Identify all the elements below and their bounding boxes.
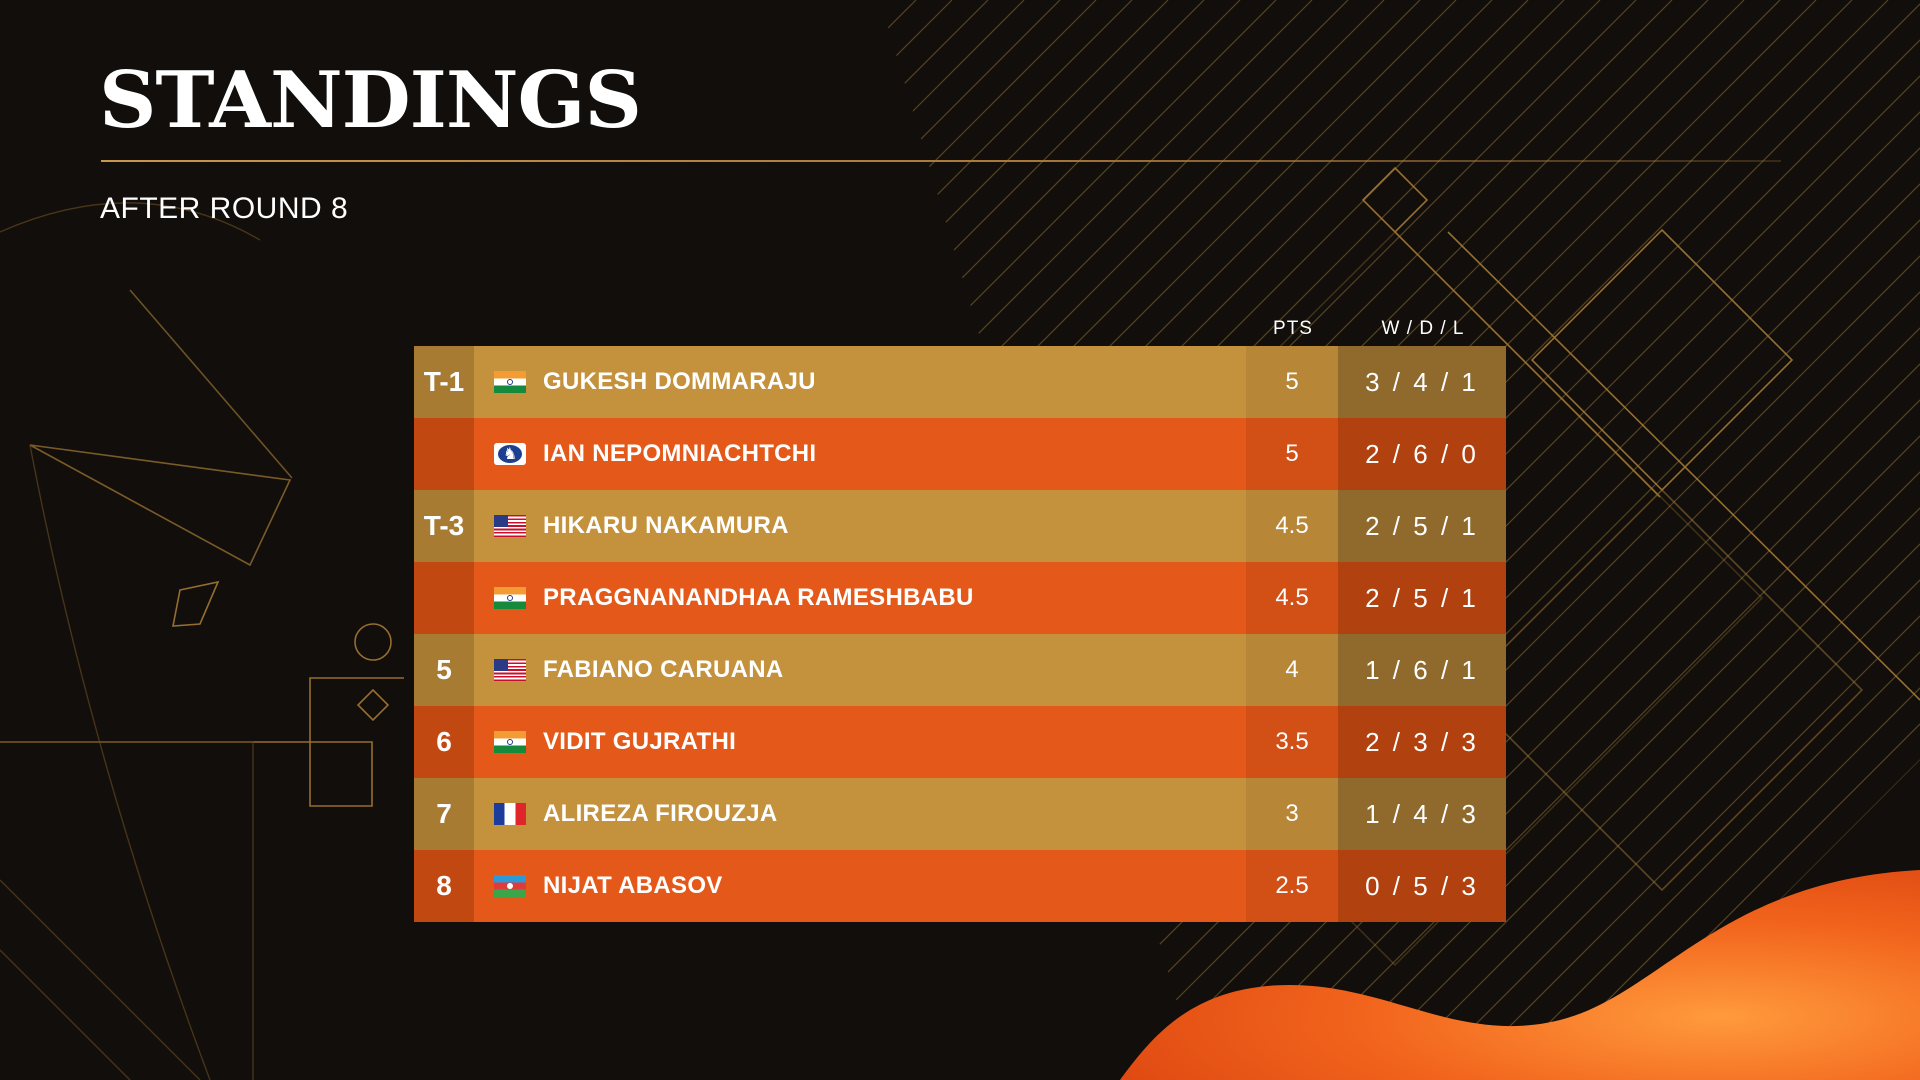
player-name: PRAGGNANANDHAA RAMESHBABU — [543, 584, 974, 611]
wdl-cell: 2 / 5 / 1 — [1338, 490, 1506, 562]
player-name: VIDIT GUJRATHI — [543, 728, 737, 755]
points-cell: 3.5 — [1246, 706, 1338, 778]
table-row: PRAGGNANANDHAA RAMESHBABU 4.5 2 / 5 / 1 — [414, 562, 1506, 634]
points-cell: 4.5 — [1246, 562, 1338, 634]
points-cell: 5 — [1246, 418, 1338, 490]
table-row: IAN NEPOMNIACHTCHI 5 2 / 6 / 0 — [414, 418, 1506, 490]
decorative-hatch-line — [1543, 0, 1920, 1080]
page-subtitle: AFTER ROUND 8 — [100, 192, 349, 225]
india-flag-icon — [494, 587, 526, 609]
decorative-hatch-line — [880, 0, 1385, 1080]
wdl-cell: 2 / 5 / 1 — [1338, 562, 1506, 634]
wdl-cell: 3 / 4 / 1 — [1338, 346, 1506, 418]
title-divider — [101, 160, 1781, 162]
india-flag-icon — [494, 731, 526, 753]
standings-table: T-1 GUKESH DOMMARAJU 5 3 / 4 / 1 IAN NEP… — [414, 346, 1506, 922]
wdl-cell: 2 / 3 / 3 — [1338, 706, 1506, 778]
player-name: GUKESH DOMMARAJU — [543, 368, 816, 395]
usa-flag-icon — [494, 659, 526, 681]
india-flag-icon — [494, 371, 526, 393]
wdl-cell: 1 / 6 / 1 — [1338, 634, 1506, 706]
rank-cell: 7 — [414, 778, 474, 850]
wdl-cell: 1 / 4 / 3 — [1338, 778, 1506, 850]
decorative-hatch-line — [1327, 0, 1920, 1080]
points-cell: 3 — [1246, 778, 1338, 850]
azerbaijan-flag-icon — [494, 875, 526, 897]
fide-flag-icon — [494, 443, 526, 465]
table-row: 8 NIJAT ABASOV 2.5 0 / 5 / 3 — [414, 850, 1506, 922]
rank-cell: 8 — [414, 850, 474, 922]
rank-cell — [414, 418, 474, 490]
decorative-hatch-line — [1363, 0, 1920, 1080]
player-name: NIJAT ABASOV — [543, 872, 723, 899]
wdl-cell: 2 / 6 / 0 — [1338, 418, 1506, 490]
decorative-hatch-line — [880, 0, 1205, 1080]
player-name: IAN NEPOMNIACHTCHI — [543, 440, 817, 467]
decorative-hatch-line — [880, 0, 1349, 1080]
points-cell: 4.5 — [1246, 490, 1338, 562]
points-cell: 4 — [1246, 634, 1338, 706]
wdl-cell: 0 / 5 / 3 — [1338, 850, 1506, 922]
page-title: STANDINGS — [99, 55, 642, 146]
table-row: 6 VIDIT GUJRATHI 3.5 2 / 3 / 3 — [414, 706, 1506, 778]
rank-cell — [414, 562, 474, 634]
player-name: ALIREZA FIROUZJA — [543, 800, 778, 827]
decorative-hatch-line — [880, 0, 1169, 1080]
rank-cell: T-1 — [414, 346, 474, 418]
decorative-hatch-line — [880, 0, 1313, 1080]
usa-flag-icon — [494, 515, 526, 537]
decorative-hatch-line — [1507, 0, 1920, 1080]
decorative-hatch-line — [1471, 0, 1920, 1080]
points-cell: 5 — [1246, 346, 1338, 418]
decorative-hatch-line — [880, 0, 1133, 1080]
player-name: FABIANO CARUANA — [543, 656, 784, 683]
rank-cell: 6 — [414, 706, 474, 778]
decorative-hatch-line — [880, 0, 1277, 1080]
table-row: 5 FABIANO CARUANA 4 1 / 6 / 1 — [414, 634, 1506, 706]
france-flag-icon — [494, 803, 526, 825]
table-row: 7 ALIREZA FIROUZJA 3 1 / 4 / 3 — [414, 778, 1506, 850]
column-header-wdl: W / D / L — [1381, 318, 1465, 339]
decorative-hatch-line — [880, 0, 1421, 1080]
player-name: HIKARU NAKAMURA — [543, 512, 789, 539]
rank-cell: T-3 — [414, 490, 474, 562]
decorative-hatch-line — [880, 0, 1241, 1080]
decorative-hatch-line — [1435, 0, 1920, 1080]
column-header-pts: PTS — [1273, 318, 1313, 339]
table-row: T-3 HIKARU NAKAMURA 4.5 2 / 5 / 1 — [414, 490, 1506, 562]
table-row: T-1 GUKESH DOMMARAJU 5 3 / 4 / 1 — [414, 346, 1506, 418]
points-cell: 2.5 — [1246, 850, 1338, 922]
rank-cell: 5 — [414, 634, 474, 706]
decorative-hatch-line — [1399, 0, 1920, 1080]
